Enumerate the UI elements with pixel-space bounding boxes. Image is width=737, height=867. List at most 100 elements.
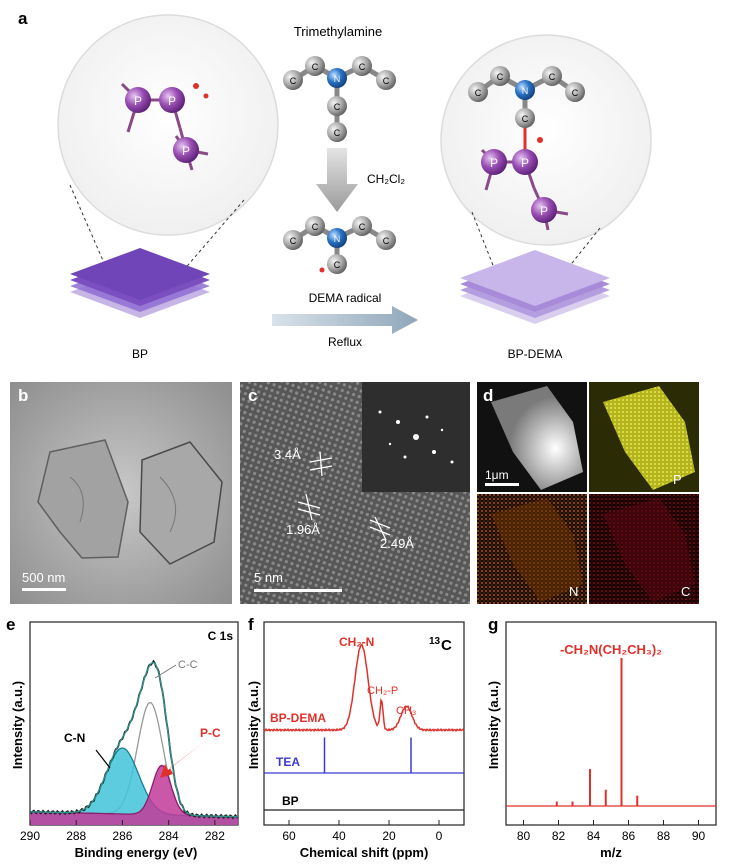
component-fill-c-n [30,748,238,825]
plot-frame [505,621,717,826]
panel-e-label: e [6,615,15,634]
annotation-c-n: C-N [64,731,85,745]
fft-spots [378,410,454,464]
annotation-arrow [95,749,111,769]
atom-label: C [312,62,319,72]
x-tick-label: 284 [159,829,179,843]
d-spacing-label: 3.4Å [274,447,301,462]
arrow-bottom-label: Reflux [328,335,362,349]
scale-bar-label: 1μm [485,468,509,482]
x-axis-label: Chemical shift (ppm) [300,845,429,860]
x-tick-label: 40 [332,829,346,843]
atom-label: C [475,88,482,98]
nucleus-mass: 13 [429,636,441,647]
radical-dot [537,137,543,143]
atom-label: C [334,102,341,112]
panel-c-label: c [248,386,257,405]
panel-e-xps-chart: e 290 288 286 284 282 C 1s C-C C-N P-C Bindi… [6,615,239,860]
y-axis-label: Intensity (a.u.) [10,681,25,769]
zoom-line [181,199,245,273]
peak-label-ch2p: CH₂-P [367,685,398,697]
fragment-label: -CH₂N(CH₂CH₃)₂ [560,642,662,657]
bp-dema-caption: BP-DEMA [508,347,563,361]
scale-bar-label: 500 nm [22,570,65,585]
atom-label: P [182,144,190,158]
solvent-label: CH₂Cl₂ [367,172,405,186]
annotation-arrow [154,664,177,679]
reaction-down-arrow [316,148,358,212]
dema-attached-molecule [468,66,585,150]
phosphorus-atom [481,149,507,175]
x-tick-label: 60 [282,829,296,843]
haadf-flake [491,386,583,490]
dema-radical-molecule [283,216,396,274]
atom-label: C [290,76,297,86]
bp-dema-stack [460,250,610,324]
x-tick-label: 86 [622,829,636,843]
element-label-n: N [569,584,578,599]
panel-g-ms-chart: g 80 82 84 86 88 90 -CH₂N(CH₂CH₃)₂ m/z Intens… [486,615,717,860]
x-tick-label: 0 [436,829,443,843]
atom-label: C [359,62,366,72]
zoom-circle-right [440,34,652,246]
atom-label: C [383,76,390,86]
spectrum-bp-dema [263,643,465,733]
x-axis-ticks: 290 288 286 284 282 [20,820,225,843]
reaction-right-arrow [272,306,418,334]
zoom-line [559,227,601,279]
c-map-flake [603,498,695,602]
y-axis-label: Intensity (a.u.) [246,681,261,769]
trimethylamine-title: Trimethylamine [294,24,382,39]
annotation-c-c: C-C [178,659,198,671]
panel-c-hrtem-image: c 3.4Å 1.96Å 2.49Å 5 nm [240,382,470,604]
atom-label: P [168,94,176,108]
atom-label: C [334,128,341,138]
x-tick-label: 286 [112,829,132,843]
trace-label-tea: TEA [276,755,300,769]
panel-d-eds-maps: d 1μm P N C [477,382,699,604]
bp-stack-left [70,248,210,318]
panel-b-tem-image: b 500 nm [10,382,232,604]
bp-caption: BP [132,347,148,361]
panel-a: a P P P BP Trimethylamine [18,9,652,361]
x-tick-label: 88 [657,829,671,843]
x-axis-ticks: 80 82 84 86 88 90 [517,820,705,843]
x-tick-label: 80 [517,829,531,843]
nucleus-element: C [441,637,452,654]
atom-label: C [522,114,529,124]
scale-bar-label: 5 nm [254,570,283,585]
atom-label: C [383,236,390,246]
x-axis-label: Binding energy (eV) [75,845,198,860]
bp-flake [139,441,223,565]
trimethylamine-molecule [283,56,396,142]
panel-f-label: f [248,615,254,634]
plot-frame [263,621,465,826]
atom-label: P [540,204,548,218]
x-tick-label: 290 [20,829,40,843]
n-map-flake [491,498,583,602]
element-label-c: C [681,584,690,599]
atom-label: N [522,86,529,96]
panel-g-label: g [488,615,498,634]
atom-label: C [549,72,556,82]
annotation-arrow [160,742,204,778]
trace-label-bp: BP [282,794,299,808]
atom-label: N [334,74,341,84]
scale-bar [254,589,342,592]
scale-bar [485,483,519,486]
atom-label: C [312,222,319,232]
radical-dot [193,83,199,89]
lattice-markers [297,451,391,541]
x-tick-label: 84 [587,829,601,843]
d-spacing-label: 1.96Å [286,522,320,537]
atom-label: C [572,88,579,98]
atom-label: C [497,72,504,82]
annotation-p-c: P-C [200,726,221,740]
atom-label: C [290,236,297,246]
ms-plot-area [506,658,716,807]
element-label-p: P [673,472,682,487]
phosphorus-atom [125,87,151,113]
panel-f-nmr-chart: f 60 40 20 0 13 C CH₂-N CH₂-P CH₃ BP-DEMA T… [246,615,465,860]
panel-a-label: a [18,9,28,28]
chart-title: C 1s [208,629,234,643]
